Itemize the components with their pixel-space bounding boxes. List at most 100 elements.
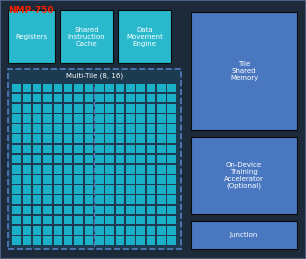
Bar — [167, 94, 176, 103]
Bar — [85, 124, 93, 133]
Bar — [33, 84, 41, 92]
Bar — [147, 124, 155, 133]
Bar — [23, 145, 31, 153]
Bar — [54, 114, 62, 123]
Bar — [126, 84, 135, 92]
Bar — [54, 236, 62, 245]
Bar — [74, 155, 83, 163]
Bar — [54, 226, 62, 235]
Bar — [64, 216, 73, 224]
Bar — [43, 175, 52, 184]
Bar — [23, 94, 31, 103]
Bar — [43, 216, 52, 224]
Bar — [64, 236, 73, 245]
Bar — [167, 196, 176, 204]
Bar — [12, 104, 21, 113]
Bar — [167, 236, 176, 245]
Bar — [136, 114, 145, 123]
Bar — [43, 236, 52, 245]
Bar — [105, 236, 114, 245]
Bar — [85, 104, 93, 113]
Bar — [12, 124, 21, 133]
Bar — [191, 221, 297, 249]
Bar — [33, 165, 41, 174]
Bar — [157, 84, 166, 92]
Bar — [116, 84, 124, 92]
Bar — [157, 145, 166, 153]
Bar — [12, 185, 21, 194]
Bar — [33, 145, 41, 153]
Bar — [116, 145, 124, 153]
Bar — [64, 104, 73, 113]
Bar — [85, 185, 93, 194]
Bar — [126, 104, 135, 113]
Bar — [74, 185, 83, 194]
Bar — [54, 175, 62, 184]
Text: Registers: Registers — [15, 34, 47, 40]
Bar — [126, 114, 135, 123]
Bar — [167, 185, 176, 194]
Bar — [116, 196, 124, 204]
Bar — [64, 165, 73, 174]
Bar — [167, 155, 176, 163]
Bar — [12, 206, 21, 214]
Bar — [43, 104, 52, 113]
Bar — [12, 155, 21, 163]
Bar — [54, 216, 62, 224]
Bar — [95, 124, 103, 133]
Bar — [33, 175, 41, 184]
Bar — [64, 114, 73, 123]
Bar — [167, 114, 176, 123]
Bar — [12, 226, 21, 235]
Bar — [12, 134, 21, 143]
Bar — [105, 94, 114, 103]
Bar — [74, 206, 83, 214]
Bar — [43, 185, 52, 194]
Bar — [157, 155, 166, 163]
Bar — [43, 94, 52, 103]
Bar — [136, 104, 145, 113]
Bar — [105, 155, 114, 163]
Bar — [64, 124, 73, 133]
Bar — [64, 185, 73, 194]
Bar — [12, 165, 21, 174]
Bar — [126, 216, 135, 224]
Bar — [74, 216, 83, 224]
Bar — [126, 185, 135, 194]
Bar — [23, 104, 31, 113]
Bar — [118, 10, 171, 63]
Bar — [23, 124, 31, 133]
Bar — [43, 114, 52, 123]
Bar — [54, 165, 62, 174]
Bar — [157, 185, 166, 194]
Bar — [33, 226, 41, 235]
Bar — [12, 114, 21, 123]
Bar — [43, 155, 52, 163]
Bar — [64, 196, 73, 204]
Bar — [136, 124, 145, 133]
Bar — [12, 236, 21, 245]
Bar — [85, 175, 93, 184]
Bar — [85, 196, 93, 204]
Bar — [12, 84, 21, 92]
Bar — [8, 10, 55, 63]
Bar — [105, 84, 114, 92]
Bar — [54, 124, 62, 133]
Bar — [126, 165, 135, 174]
Bar — [167, 216, 176, 224]
Bar — [126, 94, 135, 103]
Bar — [23, 226, 31, 235]
Bar — [43, 84, 52, 92]
Bar — [95, 145, 103, 153]
Bar — [12, 145, 21, 153]
Bar — [147, 175, 155, 184]
Bar — [126, 155, 135, 163]
Bar — [147, 236, 155, 245]
Bar — [157, 94, 166, 103]
Bar — [147, 104, 155, 113]
Bar — [147, 94, 155, 103]
Bar — [116, 124, 124, 133]
Text: NMP-750: NMP-750 — [8, 6, 53, 16]
Bar — [95, 175, 103, 184]
Bar — [85, 94, 93, 103]
